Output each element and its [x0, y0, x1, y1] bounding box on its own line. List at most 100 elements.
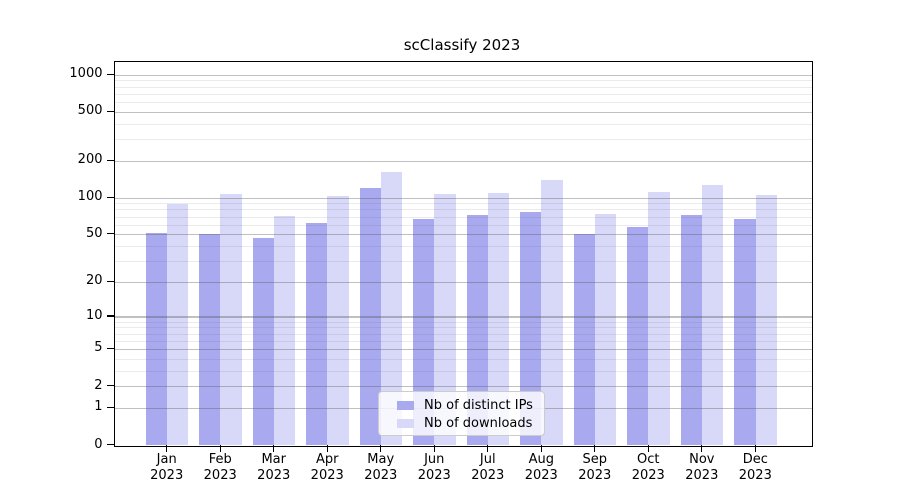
- y-tick-0: [106, 443, 114, 446]
- bar-nb-of-downloads-mar-2023: [273, 215, 296, 446]
- y-tick-500: [106, 110, 114, 112]
- gridline-minor-4: [114, 358, 812, 360]
- bar-nb-of-downloads-jan-2023: [166, 203, 189, 446]
- gridline-minor-700: [114, 93, 812, 95]
- x-tick-feb-2023: [219, 444, 221, 452]
- gridline-minor-600: [114, 102, 812, 104]
- x-tick-jun-2023: [433, 444, 435, 452]
- plot-area: [113, 61, 813, 447]
- bar-nb-of-distinct-ips-may-2023: [359, 188, 381, 446]
- y-tick-label-5: 5: [94, 340, 103, 356]
- gridline-minor-90: [114, 203, 812, 205]
- x-tick-label-feb-2023: Feb 2023: [203, 451, 237, 483]
- legend-item-downloads: Nb of downloads: [379, 415, 544, 434]
- legend: Nb of distinct IPs Nb of downloads: [378, 391, 545, 436]
- gridline-20: [114, 281, 812, 283]
- gridline-minor-9: [114, 321, 812, 323]
- gridline-minor-6: [114, 340, 812, 342]
- x-tick-nov-2023: [701, 444, 703, 452]
- y-tick-200: [106, 159, 114, 161]
- bar-nb-of-downloads-may-2023: [380, 171, 403, 446]
- x-tick-apr-2023: [326, 444, 328, 452]
- bar-nb-of-distinct-ips-jun-2023: [413, 219, 435, 446]
- x-tick-label-sep-2023: Sep 2023: [578, 451, 612, 483]
- bar-nb-of-distinct-ips-nov-2023: [680, 214, 702, 446]
- y-tick-label-1: 1: [94, 399, 103, 415]
- gridline-minor-900: [114, 80, 812, 82]
- gridline-minor-40: [114, 245, 812, 247]
- x-tick-label-dec-2023: Dec 2023: [738, 451, 772, 483]
- y-tick-label-2: 2: [94, 377, 103, 393]
- bar-nb-of-distinct-ips-sep-2023: [573, 233, 595, 446]
- legend-swatch-downloads: [397, 419, 414, 429]
- bar-nb-of-distinct-ips-dec-2023: [734, 218, 756, 446]
- y-tick-label-200: 200: [77, 152, 103, 168]
- legend-swatch-distinct-ips: [397, 400, 414, 410]
- bar-nb-of-downloads-jul-2023: [487, 193, 510, 446]
- gridline-minor-70: [114, 216, 812, 218]
- bar-nb-of-distinct-ips-jan-2023: [145, 232, 167, 446]
- y-tick-2: [106, 385, 114, 387]
- x-tick-mar-2023: [273, 444, 275, 452]
- bar-nb-of-downloads-aug-2023: [541, 180, 563, 446]
- gridline-500: [114, 111, 812, 113]
- x-tick-aug-2023: [540, 444, 542, 452]
- x-tick-label-may-2023: May 2023: [364, 451, 398, 483]
- legend-label-downloads: Nb of downloads: [424, 416, 533, 432]
- gridline-minor-8: [114, 327, 812, 329]
- x-tick-label-apr-2023: Apr 2023: [310, 451, 344, 483]
- bar-nb-of-distinct-ips-apr-2023: [306, 223, 328, 446]
- x-tick-dec-2023: [754, 444, 756, 452]
- bar-nb-of-distinct-ips-mar-2023: [252, 238, 274, 446]
- gridline-minor-3: [114, 370, 812, 372]
- y-tick-5: [106, 347, 114, 350]
- gridline-minor-80: [114, 209, 812, 211]
- x-tick-label-jan-2023: Jan 2023: [150, 451, 184, 483]
- bar-nb-of-distinct-ips-jul-2023: [466, 214, 488, 446]
- x-tick-oct-2023: [647, 444, 649, 452]
- gridline-1000: [114, 74, 812, 76]
- y-tick-label-0: 0: [94, 436, 103, 452]
- y-tick-label-500: 500: [77, 103, 103, 119]
- y-tick-label-50: 50: [85, 225, 103, 241]
- y-tick-20: [106, 280, 114, 282]
- gridline-5: [114, 348, 812, 351]
- x-tick-sep-2023: [594, 444, 596, 452]
- x-tick-label-nov-2023: Nov 2023: [685, 451, 719, 483]
- gridline-minor-60: [114, 224, 812, 226]
- y-tick-label-1000: 1000: [69, 66, 103, 82]
- y-tick-label-20: 20: [85, 273, 103, 289]
- x-tick-label-mar-2023: Mar 2023: [257, 451, 291, 483]
- gridline-minor-30: [114, 260, 812, 262]
- bar-nb-of-distinct-ips-aug-2023: [520, 212, 542, 446]
- bar-nb-of-downloads-dec-2023: [755, 195, 777, 446]
- x-tick-label-oct-2023: Oct 2023: [631, 451, 665, 483]
- gridline-minor-800: [114, 86, 812, 88]
- y-tick-label-100: 100: [77, 189, 103, 205]
- bar-nb-of-distinct-ips-oct-2023: [627, 226, 649, 446]
- bar-nb-of-distinct-ips-feb-2023: [199, 233, 221, 446]
- chart-title: scClassify 2023: [403, 36, 521, 54]
- y-tick-10: [106, 315, 114, 317]
- y-tick-50: [106, 233, 114, 235]
- y-tick-100: [106, 196, 114, 198]
- gridline-50: [114, 234, 812, 236]
- legend-label-distinct-ips: Nb of distinct IPs: [424, 397, 533, 413]
- bar-nb-of-downloads-feb-2023: [220, 194, 242, 446]
- y-tick-label-10: 10: [85, 307, 103, 323]
- bar-nb-of-downloads-oct-2023: [648, 191, 670, 446]
- gridline-200: [114, 160, 812, 162]
- x-tick-label-aug-2023: Aug 2023: [524, 451, 558, 483]
- gridline-minor-400: [114, 123, 812, 125]
- x-tick-label-jun-2023: Jun 2023: [417, 451, 451, 483]
- x-tick-label-jul-2023: Jul 2023: [471, 451, 505, 483]
- bar-nb-of-downloads-jun-2023: [434, 194, 456, 446]
- gridline-100: [114, 197, 812, 199]
- gridline-minor-300: [114, 139, 812, 141]
- gridline-minor-7: [114, 333, 812, 335]
- y-tick-1: [106, 406, 114, 408]
- bar-nb-of-downloads-sep-2023: [594, 214, 617, 446]
- legend-item-distinct-ips: Nb of distinct IPs: [379, 396, 544, 415]
- bar-nb-of-downloads-apr-2023: [327, 196, 349, 446]
